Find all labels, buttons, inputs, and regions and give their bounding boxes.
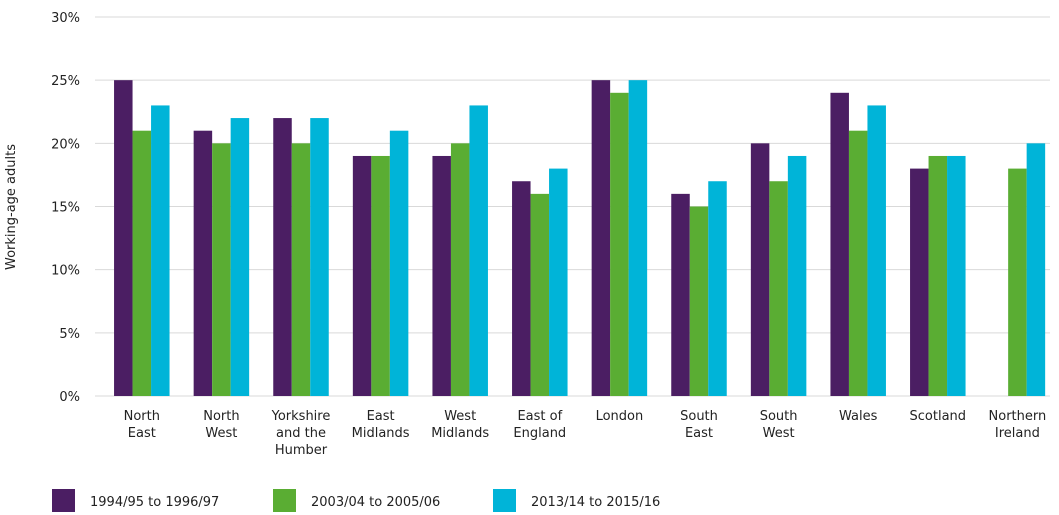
bar	[591, 80, 611, 397]
x-tick-label: West Midlands	[431, 409, 489, 441]
bar	[947, 155, 966, 396]
legend-swatch	[52, 489, 75, 512]
bar	[450, 143, 470, 396]
bar	[1008, 168, 1027, 396]
bar	[830, 92, 849, 397]
bar	[432, 155, 451, 396]
bar	[671, 193, 690, 396]
legend-swatch	[493, 489, 516, 512]
legend-label: 1994/95 to 1996/97	[90, 495, 219, 510]
y-tick-label: 10%	[51, 264, 80, 279]
x-tick-label: East Midlands	[352, 409, 410, 441]
bar	[769, 181, 788, 396]
bar	[193, 130, 213, 396]
bar	[371, 155, 390, 396]
y-tick-label: 5%	[59, 327, 80, 342]
bar	[848, 130, 868, 396]
bar	[151, 105, 170, 396]
y-tick-label: 0%	[59, 390, 80, 405]
bar	[1026, 143, 1046, 396]
bar	[230, 118, 250, 397]
y-axis-label: Working-age adults	[4, 144, 19, 270]
bar	[212, 143, 231, 396]
bar	[610, 92, 629, 397]
bar	[530, 193, 550, 396]
y-tick-label: 25%	[51, 74, 80, 89]
bar	[549, 168, 568, 396]
x-tick-label: East of England	[513, 409, 566, 441]
bar	[910, 168, 929, 396]
bar	[628, 80, 648, 397]
x-tick-label: North East	[124, 409, 160, 441]
x-tick-label: North West	[203, 409, 239, 441]
bar	[928, 155, 948, 396]
x-tick-label: Northern Ireland	[989, 409, 1047, 441]
bar	[689, 206, 709, 396]
x-tick-label: Yorkshire and the Humber	[271, 409, 331, 458]
bar	[867, 105, 886, 396]
y-tick-label: 20%	[51, 137, 80, 152]
legend-label: 2003/04 to 2005/06	[311, 495, 440, 510]
bar	[708, 181, 727, 396]
bar	[750, 143, 770, 396]
legend-label: 2013/14 to 2015/16	[531, 495, 660, 510]
bar	[469, 105, 488, 396]
x-tick-label: Wales	[839, 409, 878, 424]
x-tick-label: South East	[680, 409, 718, 441]
bar	[291, 143, 311, 396]
x-tick-label: South West	[760, 409, 798, 441]
bar	[132, 130, 152, 396]
bar	[787, 155, 807, 396]
bar	[310, 118, 329, 397]
bar	[512, 181, 531, 396]
bar	[273, 118, 292, 397]
bar	[114, 80, 133, 397]
bar	[389, 130, 409, 396]
bar	[352, 155, 372, 396]
x-tick-label: Scotland	[910, 409, 967, 424]
y-tick-label: 15%	[51, 201, 80, 216]
x-tick-label: London	[596, 409, 644, 424]
legend-swatch	[273, 489, 296, 512]
y-tick-label: 30%	[51, 11, 80, 26]
